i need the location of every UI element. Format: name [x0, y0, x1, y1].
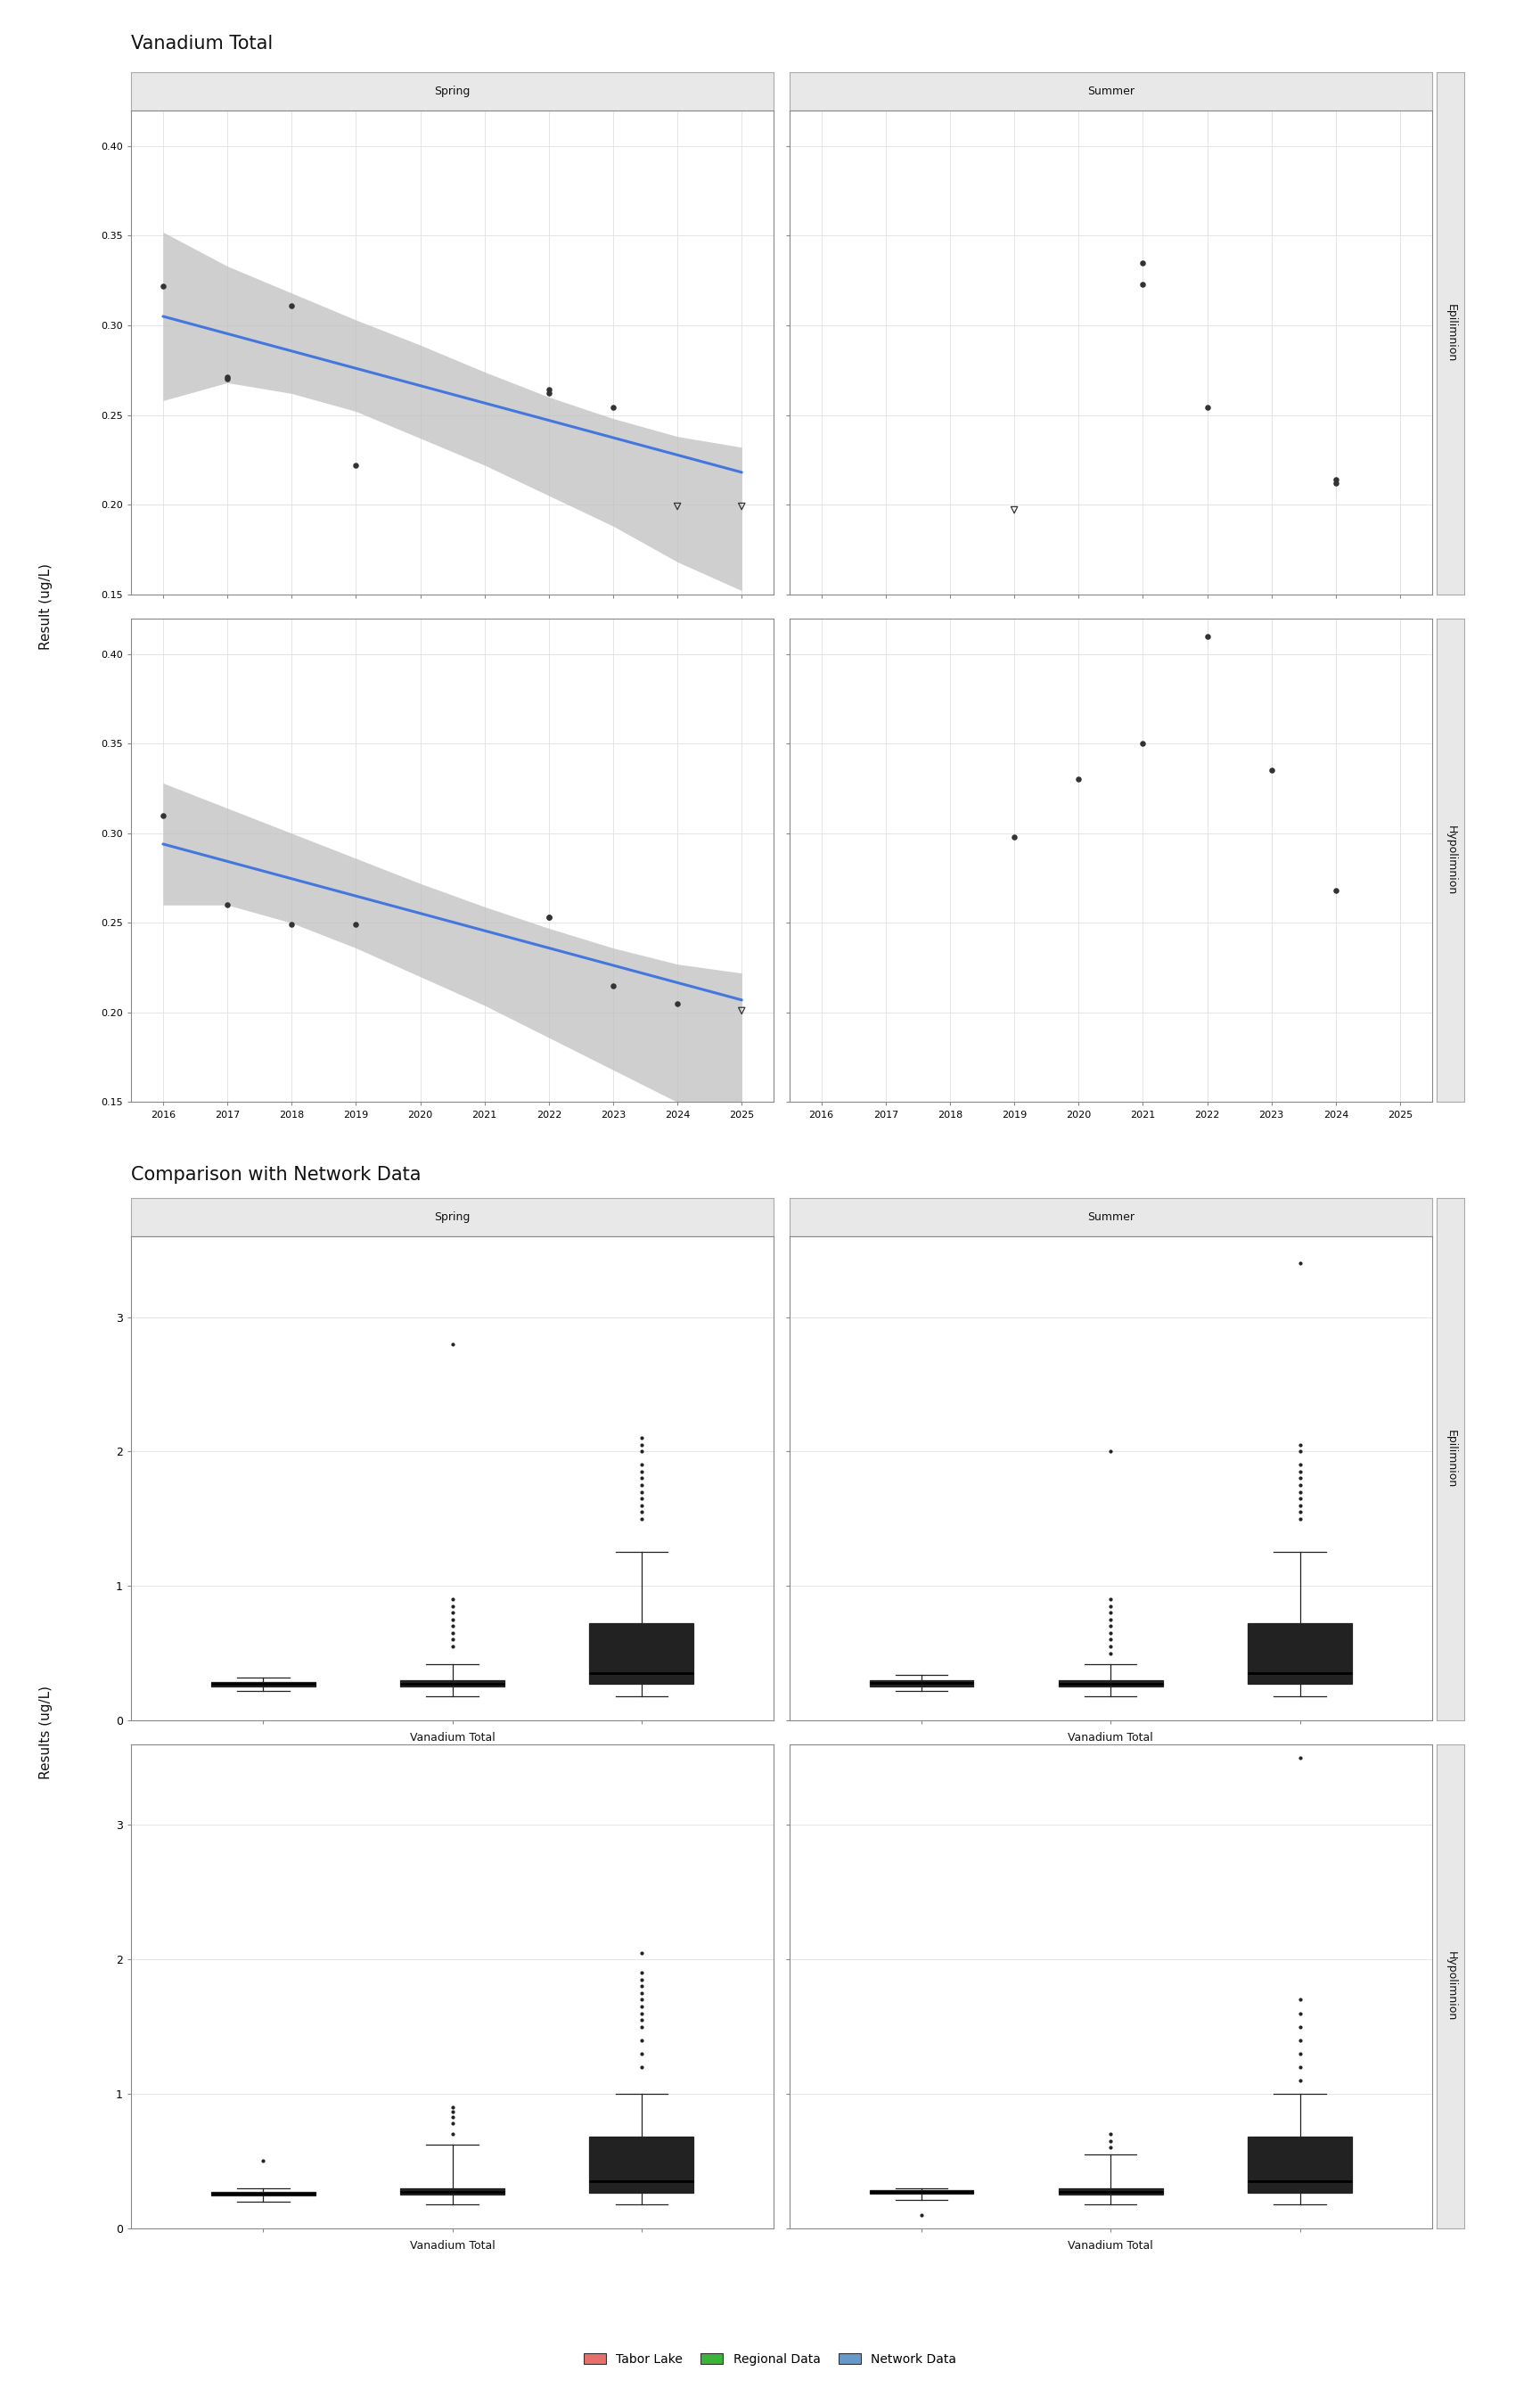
- Point: [730, 486, 755, 525]
- Point: [216, 887, 240, 925]
- Point: [730, 992, 755, 1030]
- Point: [279, 288, 303, 326]
- Text: Result (ug/L): Result (ug/L): [40, 563, 52, 649]
- PathPatch shape: [400, 1680, 505, 1687]
- Point: [1130, 244, 1155, 283]
- PathPatch shape: [400, 2188, 505, 2195]
- Point: [1066, 760, 1090, 798]
- X-axis label: Vanadium Total: Vanadium Total: [1069, 2240, 1153, 2252]
- PathPatch shape: [590, 1624, 693, 1684]
- PathPatch shape: [1247, 2137, 1352, 2192]
- Point: [343, 906, 368, 944]
- Point: [343, 446, 368, 484]
- Point: [151, 266, 176, 304]
- PathPatch shape: [1247, 1624, 1352, 1684]
- Point: [1195, 616, 1220, 654]
- Text: Spring: Spring: [434, 86, 470, 96]
- Text: Spring: Spring: [434, 1212, 470, 1222]
- Text: Epilimnion: Epilimnion: [1445, 1430, 1457, 1488]
- Point: [665, 985, 690, 1023]
- X-axis label: Vanadium Total: Vanadium Total: [410, 2240, 494, 2252]
- Point: [536, 898, 561, 937]
- PathPatch shape: [1058, 2188, 1163, 2195]
- Text: Results (ug/L): Results (ug/L): [40, 1684, 52, 1780]
- Point: [279, 906, 303, 944]
- Point: [1323, 460, 1348, 498]
- Text: Vanadium Total: Vanadium Total: [131, 36, 273, 53]
- Point: [601, 966, 625, 1004]
- X-axis label: Vanadium Total: Vanadium Total: [1069, 1732, 1153, 1744]
- Point: [536, 898, 561, 937]
- PathPatch shape: [590, 2137, 693, 2192]
- Text: Comparison with Network Data: Comparison with Network Data: [131, 1167, 420, 1184]
- Point: [151, 795, 176, 834]
- PathPatch shape: [870, 2190, 973, 2195]
- Point: [536, 371, 561, 410]
- PathPatch shape: [211, 1682, 316, 1687]
- Point: [1260, 752, 1284, 791]
- Text: Hypolimnion: Hypolimnion: [1445, 824, 1457, 896]
- X-axis label: Vanadium Total: Vanadium Total: [410, 1732, 494, 1744]
- Legend: Tabor Lake, Regional Data, Network Data: Tabor Lake, Regional Data, Network Data: [579, 2348, 961, 2370]
- Point: [1130, 724, 1155, 762]
- Point: [1003, 817, 1027, 855]
- Point: [1323, 872, 1348, 910]
- Text: Summer: Summer: [1087, 86, 1135, 96]
- Point: [536, 374, 561, 412]
- Point: [216, 357, 240, 395]
- PathPatch shape: [211, 2192, 316, 2195]
- Point: [665, 486, 690, 525]
- Point: [601, 388, 625, 426]
- PathPatch shape: [1058, 1680, 1163, 1687]
- Text: Hypolimnion: Hypolimnion: [1445, 1950, 1457, 2022]
- Text: Summer: Summer: [1087, 1212, 1135, 1222]
- Point: [1323, 465, 1348, 503]
- PathPatch shape: [870, 1680, 973, 1687]
- Point: [1003, 491, 1027, 530]
- Point: [1195, 388, 1220, 426]
- Text: Epilimnion: Epilimnion: [1445, 304, 1457, 362]
- Point: [216, 359, 240, 398]
- Point: [1130, 266, 1155, 304]
